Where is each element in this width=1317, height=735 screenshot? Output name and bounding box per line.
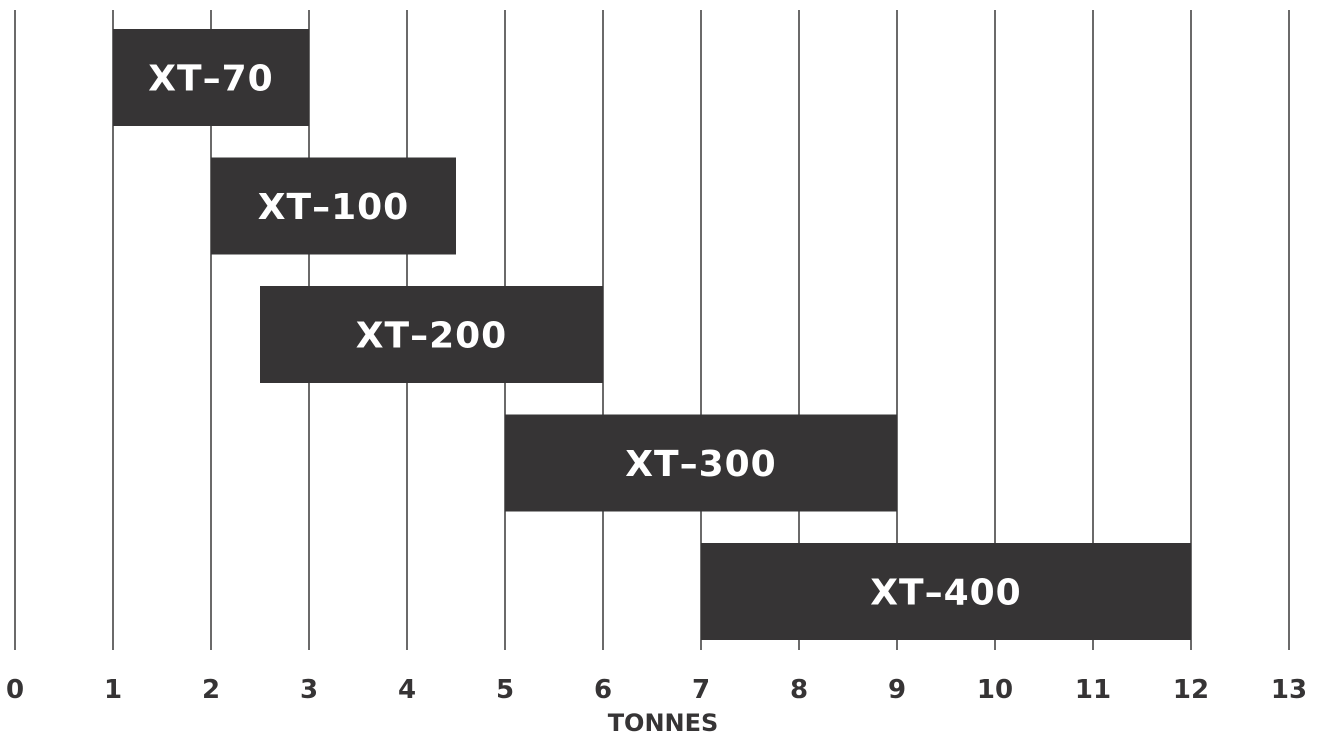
x-tick-label: 0: [6, 675, 24, 705]
x-tick-label: 4: [398, 675, 416, 705]
x-axis-title: TONNES: [608, 709, 719, 735]
x-tick-label: 3: [300, 675, 318, 705]
x-tick-labels: 0 1 2 3 4 5 6 7 8 9 10 11 12 13: [6, 675, 1307, 705]
x-tick-label: 7: [692, 675, 710, 705]
bar: [260, 286, 603, 383]
bar: [505, 414, 897, 512]
bar-label: XT–200: [356, 316, 507, 357]
bar-label: XT–100: [258, 187, 409, 228]
x-tick-label: 13: [1271, 675, 1307, 705]
bar: [211, 157, 456, 255]
x-tick-label: 10: [977, 675, 1013, 705]
x-tick-label: 11: [1075, 675, 1111, 705]
bar-label: XT–70: [148, 59, 273, 100]
bar-label: XT–400: [870, 573, 1021, 614]
x-tick-label: 8: [790, 675, 808, 705]
bar-label: XT–300: [625, 444, 776, 485]
x-tick-label: 2: [202, 675, 220, 705]
x-tick-label: 12: [1173, 675, 1209, 705]
x-tick-label: 1: [104, 675, 122, 705]
x-tick-label: 9: [888, 675, 906, 705]
bar: [701, 543, 1191, 640]
bars: XT–70 XT–100 XT–200 XT–300 XT–400: [113, 29, 1191, 640]
x-tick-label: 6: [594, 675, 612, 705]
bar: [113, 29, 309, 126]
x-tick-label: 5: [496, 675, 514, 705]
